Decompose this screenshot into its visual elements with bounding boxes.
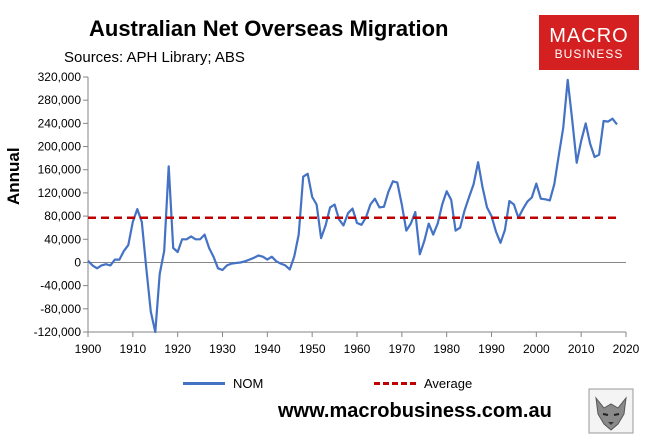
legend-swatch-average bbox=[374, 382, 416, 385]
legend-label-nom: NOM bbox=[233, 376, 264, 391]
y-tick-label: 0 bbox=[74, 255, 81, 269]
x-axis-ticks: 1900 1910 1920 1930 1940 1950 1960 1970 1980 1990… bbox=[75, 332, 640, 356]
y-tick-label: 40,000 bbox=[44, 232, 81, 246]
chart-axes bbox=[87, 77, 626, 333]
x-tick-label: 1950 bbox=[299, 342, 326, 356]
legend-item-nom: NOM bbox=[183, 376, 263, 391]
legend-label-average: Average bbox=[424, 376, 473, 391]
x-tick-label: 1980 bbox=[433, 342, 460, 356]
x-tick-label: 1900 bbox=[75, 342, 102, 356]
macrobusiness-logo: MACRO BUSINESS bbox=[539, 15, 639, 70]
x-tick-label: 2010 bbox=[568, 342, 595, 356]
legend-item-average: Average bbox=[374, 376, 472, 391]
chart-subtitle: Sources: APH Library; ABS bbox=[64, 49, 245, 66]
x-tick-label: 1990 bbox=[478, 342, 505, 356]
x-tick-label: 1910 bbox=[119, 342, 146, 356]
chart-series bbox=[87, 78, 618, 334]
legend-swatch-nom bbox=[183, 382, 225, 385]
y-tick-label: 240,000 bbox=[38, 116, 82, 130]
x-tick-label: 2020 bbox=[613, 342, 640, 356]
y-tick-label: 200,000 bbox=[38, 140, 82, 154]
logo-line-2: BUSINESS bbox=[554, 46, 624, 61]
y-tick-label: 120,000 bbox=[38, 186, 82, 200]
x-tick-label: 1960 bbox=[344, 342, 371, 356]
y-tick-label: 280,000 bbox=[38, 93, 82, 107]
website-url: www.macrobusiness.com.au bbox=[278, 400, 552, 422]
x-tick-label: 1940 bbox=[254, 342, 281, 356]
series-line-nom bbox=[87, 78, 618, 334]
y-axis-ticks: -120,000 -80,000 -40,000 0 40,000 80,000 120,0… bbox=[34, 70, 88, 339]
x-tick-label: 1930 bbox=[209, 342, 236, 356]
x-tick-label: 1920 bbox=[164, 342, 191, 356]
x-tick-label: 1970 bbox=[388, 342, 415, 356]
y-tick-label: 160,000 bbox=[38, 163, 82, 177]
y-tick-label: -40,000 bbox=[40, 279, 81, 293]
y-tick-label: -120,000 bbox=[34, 325, 82, 339]
chart-title: Australian Net Overseas Migration bbox=[89, 16, 449, 41]
logo-line-1: MACRO bbox=[549, 24, 629, 47]
x-tick-label: 2000 bbox=[523, 342, 550, 356]
y-tick-label: -80,000 bbox=[40, 302, 81, 316]
wolf-icon bbox=[588, 388, 634, 434]
y-tick-label: 80,000 bbox=[44, 209, 81, 223]
y-tick-label: 320,000 bbox=[38, 70, 82, 84]
